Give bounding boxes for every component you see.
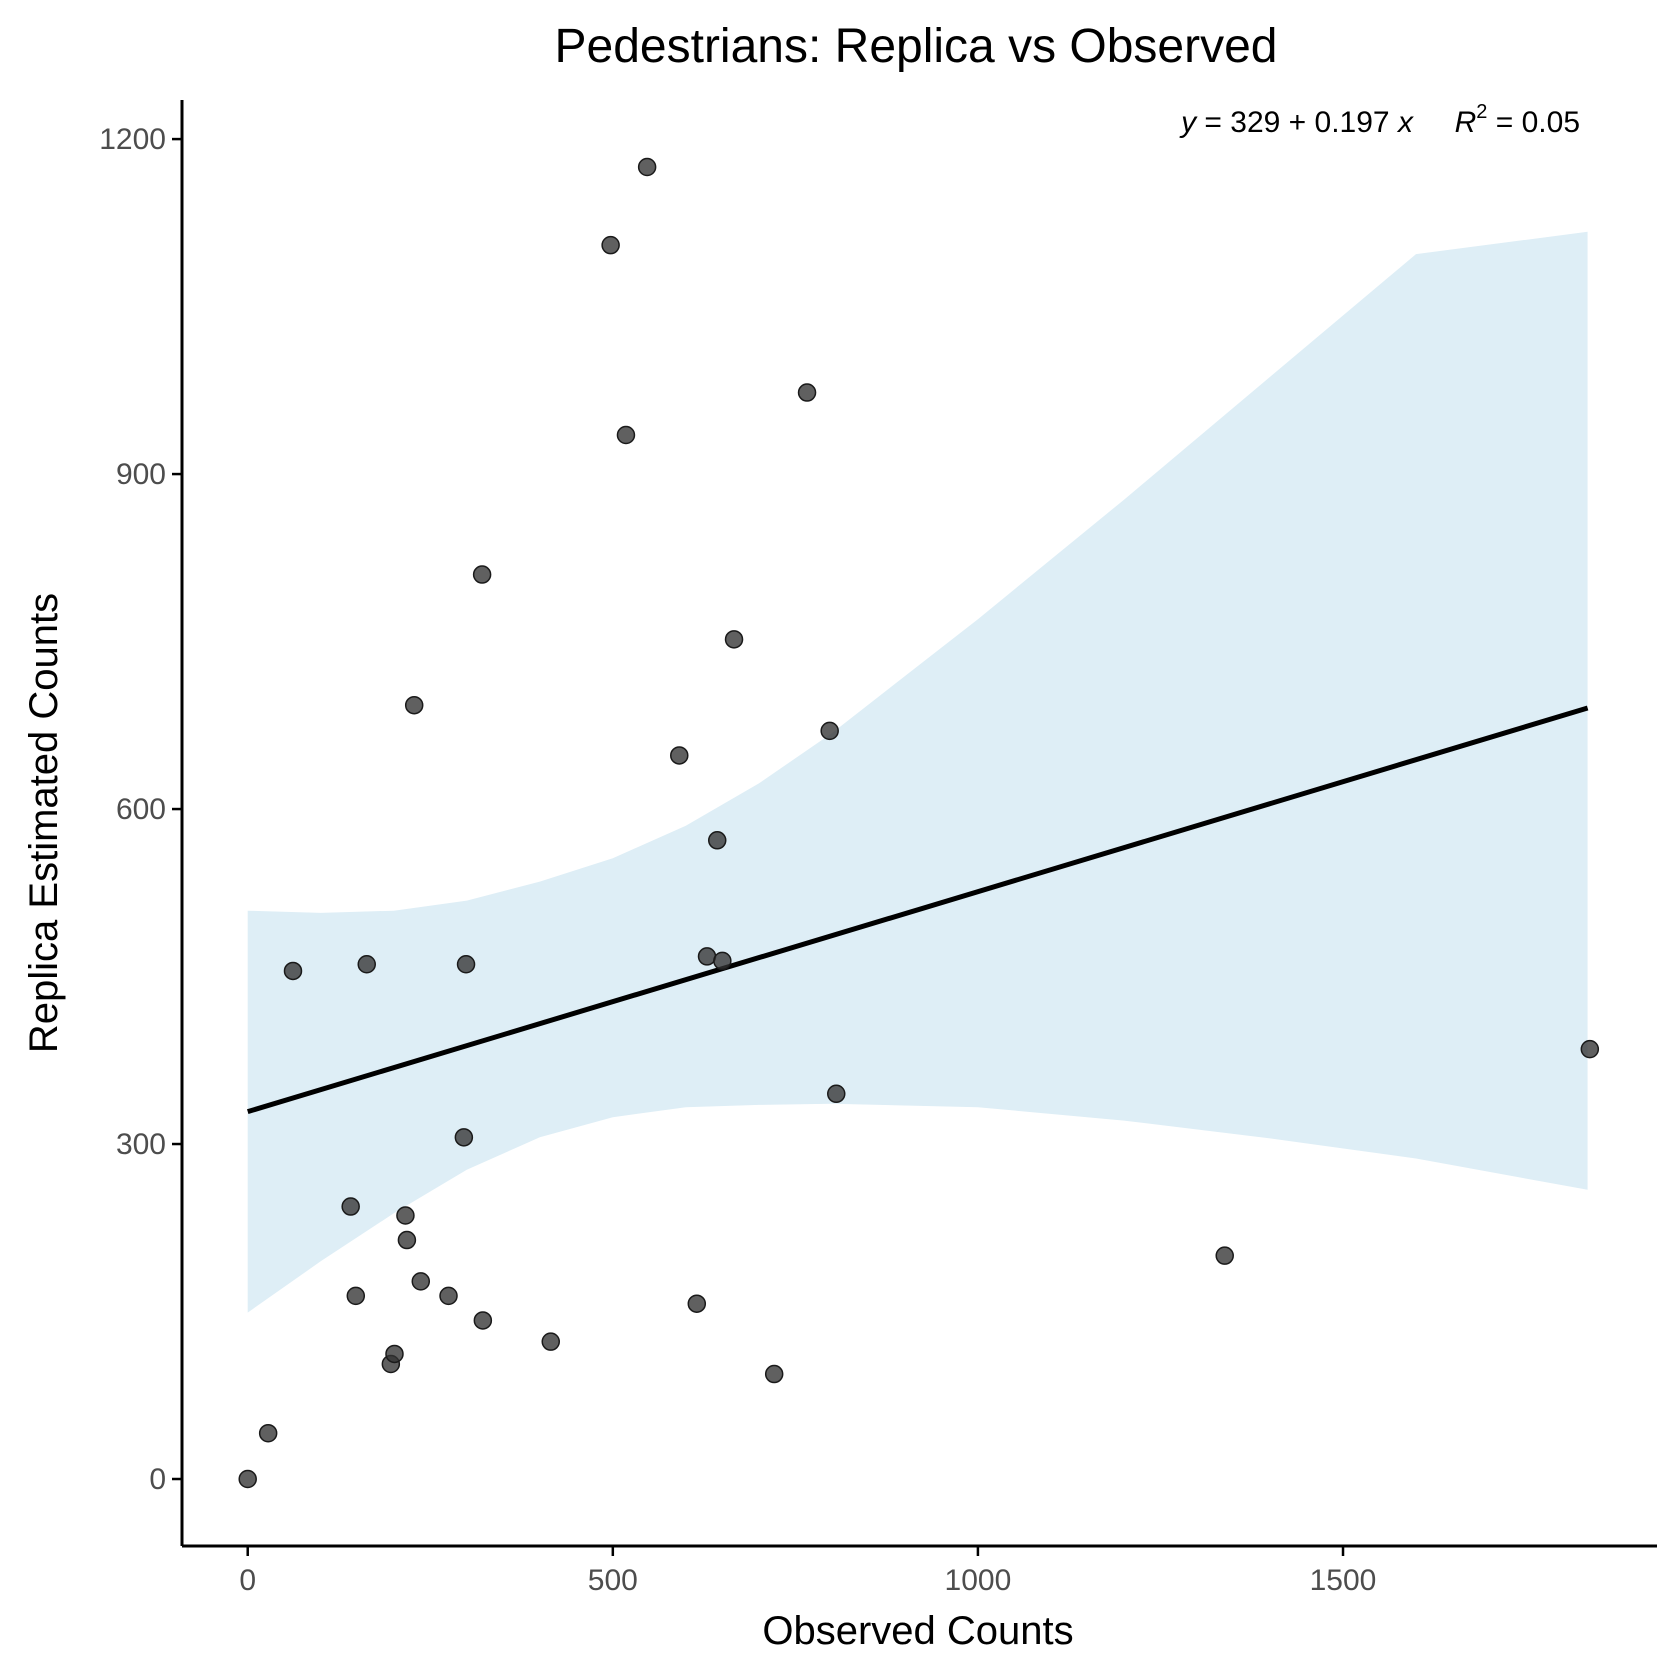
y-tick-label: 0 <box>149 1463 166 1496</box>
data-point-8 <box>385 1344 404 1364</box>
y-tick-label: 900 <box>116 458 166 491</box>
data-point-1 <box>238 1469 257 1489</box>
data-point-22 <box>670 746 689 765</box>
data-point-6 <box>357 955 376 974</box>
data-point-3 <box>283 961 303 981</box>
confidence-band <box>247 231 1588 1313</box>
x-axis-ticks: 0 500 1000 1500 <box>239 1546 1376 1597</box>
data-point-10 <box>397 1230 417 1250</box>
data-point-23 <box>687 1294 707 1313</box>
r-squared-value: = 0.05 <box>1487 106 1580 139</box>
regression-equation: y = 329 + 0.197 x R2 = 0.05 <box>1179 101 1580 139</box>
data-points <box>238 157 1600 1489</box>
data-point-31 <box>827 1084 846 1104</box>
data-point-14 <box>454 1128 474 1147</box>
regression-line <box>246 705 1589 1115</box>
data-point-4 <box>341 1197 360 1216</box>
data-point-2 <box>258 1423 278 1443</box>
y-axis-label: Replica Estimated Counts <box>22 593 66 1053</box>
r-squared-symbol: R <box>1455 106 1477 139</box>
data-point-32 <box>1215 1246 1234 1265</box>
x-tick-label: 1500 <box>1310 1564 1377 1597</box>
data-point-11 <box>404 695 424 715</box>
data-point-29 <box>797 383 817 402</box>
data-point-19 <box>601 235 620 255</box>
data-point-24 <box>697 947 717 966</box>
data-point-28 <box>764 1364 784 1384</box>
data-point-25 <box>707 831 727 850</box>
data-point-21 <box>637 157 657 177</box>
equation-y-var: y <box>1179 106 1198 139</box>
equation-x-var: x <box>1396 106 1414 139</box>
r-squared-superscript: 2 <box>1476 101 1487 123</box>
data-point-15 <box>456 955 476 974</box>
data-point-26 <box>713 951 732 971</box>
data-point-18 <box>541 1332 560 1351</box>
x-axis-label: Observed Counts <box>762 1609 1073 1653</box>
plot-area <box>238 157 1600 1489</box>
data-point-33 <box>1580 1039 1600 1059</box>
y-tick-label: 1200 <box>99 123 166 156</box>
data-point-20 <box>616 425 636 445</box>
data-point-30 <box>820 721 839 741</box>
data-point-27 <box>724 630 744 649</box>
data-point-5 <box>346 1286 366 1306</box>
equation-body: = 329 + 0.197 <box>1196 106 1398 139</box>
data-point-17 <box>473 1311 493 1330</box>
data-point-9 <box>396 1206 415 1225</box>
data-point-16 <box>472 565 492 584</box>
data-point-13 <box>439 1286 458 1306</box>
x-tick-label: 500 <box>588 1564 638 1597</box>
y-tick-label: 300 <box>116 1128 166 1161</box>
y-tick-label: 600 <box>116 793 166 826</box>
equation-gap <box>1413 106 1455 139</box>
data-point-12 <box>411 1272 431 1291</box>
chart-title: Pedestrians: Replica vs Observed <box>555 20 1278 73</box>
x-tick-label: 0 <box>239 1564 256 1597</box>
x-tick-label: 1000 <box>945 1564 1012 1597</box>
y-axis-ticks: 0 300 600 900 1200 <box>99 123 182 1496</box>
